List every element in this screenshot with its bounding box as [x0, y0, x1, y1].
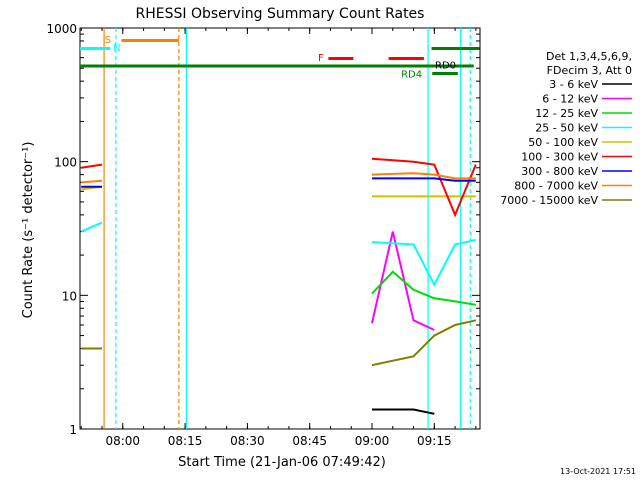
legend-label: 7000 - 15000 keV — [500, 194, 598, 207]
series-line-3 — [371, 238, 477, 287]
y-tick-label: 10 — [62, 289, 77, 303]
legend-label: 100 - 300 keV — [521, 151, 598, 164]
y-tick-label: 1000 — [46, 22, 77, 36]
y-axis-label: Count Rate (s⁻¹ detector⁻¹) — [21, 142, 36, 319]
annotation-label-rd0: RD0 — [435, 61, 456, 72]
x-tick-label: 08:45 — [292, 434, 327, 448]
x-tick-label: 09:15 — [417, 434, 452, 448]
legend: Det 1,3,4,5,6,9, FDecim 3, Att 0 3 - 6 k… — [500, 50, 632, 207]
event-lines — [103, 28, 471, 429]
series-line-0 — [372, 408, 435, 415]
legend-label: 25 - 50 keV — [535, 122, 598, 135]
legend-label: 300 - 800 keV — [521, 165, 598, 178]
legend-label: 6 - 12 keV — [542, 93, 598, 106]
x-tick-label: 08:30 — [230, 434, 265, 448]
footer-date: 13-Oct-2021 17:51 — [560, 467, 636, 476]
series-line-5 — [371, 157, 477, 218]
x-tick-label: 08:00 — [105, 434, 140, 448]
legend-label: 12 - 25 keV — [535, 107, 598, 120]
series-line-5 — [81, 163, 103, 169]
y-ticks: 1 10 100 1000 — [46, 22, 480, 437]
series-lines — [80, 157, 477, 415]
chart-title: RHESSI Observing Summary Count Rates — [136, 6, 425, 22]
series-line-1 — [371, 231, 435, 331]
series-line-8 — [371, 319, 477, 367]
series-line-6 — [372, 177, 476, 182]
legend-label: 800 - 7000 keV — [514, 180, 598, 193]
annotation-label-rd4: RD4 — [401, 70, 422, 81]
x-ticks: 08:00 08:15 08:30 08:45 09:00 09:15 — [80, 28, 477, 448]
y-tick-label: 1 — [69, 423, 77, 437]
annotation-label-f: F — [318, 53, 324, 64]
y-tick-label: 100 — [54, 156, 77, 170]
annotation-label-n: N — [113, 43, 120, 54]
x-tick-label: 09:00 — [355, 434, 390, 448]
series-line-7 — [371, 172, 476, 180]
series-line-3 — [80, 221, 103, 233]
legend-label: 50 - 100 keV — [528, 136, 598, 149]
legend-header-2: FDecim 3, Att 0 — [547, 64, 632, 77]
legend-label: 3 - 6 keV — [549, 78, 598, 91]
legend-header-1: Det 1,3,4,5,6,9, — [546, 50, 632, 63]
annotation-bars: SN F RD0 RD4 — [80, 35, 480, 81]
x-tick-label: 08:15 — [168, 434, 203, 448]
plot-frame — [79, 27, 481, 430]
series-line-7 — [81, 179, 103, 184]
annotation-label-s: S — [105, 35, 111, 46]
series-line-2 — [371, 270, 476, 306]
x-axis-label: Start Time (21-Jan-06 07:49:42) — [178, 455, 386, 470]
